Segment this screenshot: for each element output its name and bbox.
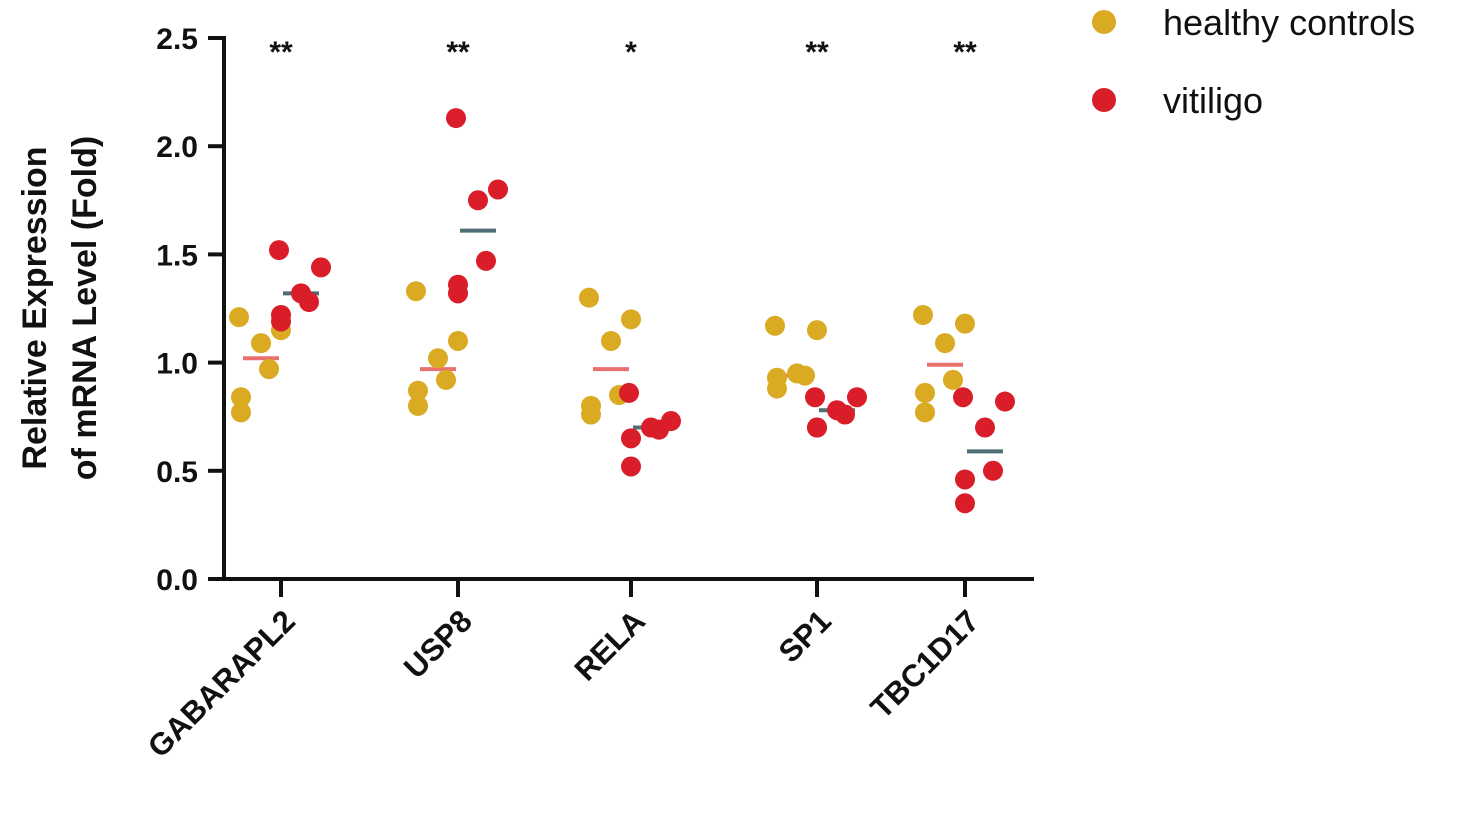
data-point: [955, 313, 975, 334]
data-point: [953, 387, 973, 408]
y-axis-title: Relative Expression of mRNA Level (Fold): [16, 136, 104, 480]
data-point: [995, 391, 1015, 412]
data-point: [913, 304, 933, 325]
data-point: [299, 292, 319, 313]
y-axis-title-line1: Relative Expression: [16, 146, 54, 469]
series-vitiligo: [269, 108, 1015, 514]
data-point: [231, 402, 251, 423]
axes: 0.0 0.5 1.0 1.5 2.0 2.5 GABARAPL2 ** USP8 ** RELA *…: [141, 23, 1034, 764]
data-point: [579, 287, 599, 308]
data-point: [915, 402, 935, 423]
legend: healthy controls vitiligo: [1092, 2, 1415, 121]
legend-marker: [1092, 88, 1116, 112]
data-point: [955, 469, 975, 490]
data-point: [406, 281, 426, 302]
x-tick-label-usp8: USP8: [397, 603, 479, 685]
data-point: [468, 190, 488, 211]
data-point: [581, 404, 601, 425]
data-point: [231, 387, 251, 408]
data-point: [408, 380, 428, 401]
data-point: [621, 456, 641, 477]
data-point: [765, 315, 785, 336]
data-point: [251, 333, 271, 354]
data-point: [476, 250, 496, 271]
data-point: [271, 311, 291, 332]
x-tick-label-gabarapl2: GABARAPL2: [141, 603, 302, 764]
data-point: [446, 108, 466, 129]
significance-label: **: [269, 36, 293, 69]
y-tick-label: 1.0: [156, 348, 198, 381]
data-point: [795, 365, 815, 386]
legend-marker: [1092, 10, 1116, 34]
data-point: [448, 283, 468, 304]
y-tick-label: 2.0: [156, 131, 198, 164]
legend-label: vitiligo: [1163, 80, 1263, 121]
x-tick-label-rela: RELA: [568, 603, 652, 687]
data-point: [767, 378, 787, 399]
legend-label: healthy controls: [1163, 2, 1415, 43]
data-point: [601, 330, 621, 351]
data-point: [621, 428, 641, 449]
x-tick-label-tbc1d17: TBC1D17: [864, 603, 986, 725]
x-tick-label-sp1: SP1: [772, 603, 838, 669]
data-point: [408, 395, 428, 416]
significance-label: **: [953, 36, 977, 69]
data-point: [259, 359, 279, 380]
y-tick-label: 0.5: [156, 456, 198, 489]
data-point: [436, 369, 456, 390]
y-tick-label: 0.0: [156, 564, 198, 597]
data-point: [448, 330, 468, 351]
data-point: [983, 460, 1003, 481]
data-point: [269, 240, 289, 261]
data-point: [935, 333, 955, 354]
data-point: [955, 493, 975, 514]
data-point: [649, 419, 669, 440]
y-axis-title-line2: of mRNA Level (Fold): [66, 136, 104, 480]
data-point: [975, 417, 995, 438]
data-point: [807, 320, 827, 341]
data-point: [915, 382, 935, 403]
data-point: [805, 387, 825, 408]
significance-label: **: [805, 36, 829, 69]
data-point: [428, 348, 448, 369]
data-point: [835, 404, 855, 425]
y-tick-label: 1.5: [156, 239, 198, 272]
data-point: [847, 387, 867, 408]
data-point: [621, 309, 641, 330]
data-point: [488, 179, 508, 200]
significance-label: *: [625, 36, 637, 69]
data-point: [229, 307, 249, 328]
data-point: [943, 369, 963, 390]
plot-area: [229, 108, 1015, 514]
data-point: [619, 382, 639, 403]
y-tick-label: 2.5: [156, 23, 198, 56]
series-healthy-controls: [229, 281, 975, 425]
data-point: [807, 417, 827, 438]
significance-label: **: [446, 36, 470, 69]
data-point: [311, 257, 331, 278]
